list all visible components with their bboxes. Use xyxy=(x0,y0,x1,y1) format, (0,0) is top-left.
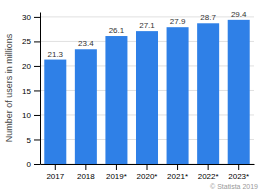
tick: 2020* xyxy=(137,164,158,181)
tick-mark xyxy=(34,66,40,67)
tick: 5 xyxy=(27,136,40,145)
tick-mark xyxy=(34,17,40,18)
bar xyxy=(105,36,127,164)
data-label: 26.1 xyxy=(109,26,125,35)
annotation: © Statista 2019 xyxy=(210,183,258,190)
tick-mark xyxy=(55,164,56,170)
tick: 10 xyxy=(22,111,40,120)
tick-label: 5 xyxy=(27,136,32,145)
y-axis: 0 5 10 15 20 25 30 xyxy=(22,13,40,170)
tick-mark xyxy=(34,115,40,116)
grid xyxy=(40,17,254,164)
tick-mark xyxy=(34,164,40,165)
bar xyxy=(44,60,66,164)
bar xyxy=(75,49,97,164)
tick-label: 2017 xyxy=(46,172,64,181)
tick-mark xyxy=(147,164,148,170)
tick-label: 2020* xyxy=(137,172,158,181)
tick-label: 2018 xyxy=(77,172,95,181)
tick-mark xyxy=(34,90,40,91)
tick-label: 2019* xyxy=(106,172,127,181)
tick: 25 xyxy=(22,37,40,46)
tick-mark xyxy=(116,164,117,170)
data-label: 28.7 xyxy=(200,13,216,22)
bar xyxy=(228,20,250,164)
tick: 30 xyxy=(22,13,40,22)
data-label: 29.4 xyxy=(231,10,247,19)
tick: 2017 xyxy=(46,164,64,181)
tick-label: 15 xyxy=(22,87,31,96)
bar xyxy=(136,31,158,164)
tick-label: 0 xyxy=(27,160,32,169)
data-label: 23.4 xyxy=(78,39,94,48)
tick: 2022* xyxy=(198,164,219,181)
tick: 0 xyxy=(27,160,40,169)
data-label: 27.1 xyxy=(139,21,155,30)
tick-label: 2022* xyxy=(198,172,219,181)
tick-mark xyxy=(208,164,209,170)
bar xyxy=(167,27,189,164)
bars xyxy=(44,20,249,164)
tick-label: 25 xyxy=(22,37,31,46)
plot: 21.3 23.4 26.1 27.1 27.9 28.7 29.4 0 5 10 15 20 25 30… xyxy=(22,10,254,181)
tick-mark xyxy=(238,164,239,170)
bar xyxy=(197,23,219,164)
tick-label: 2021* xyxy=(167,172,188,181)
tick: 20 xyxy=(22,62,40,71)
x-axis: 2017 2018 2019* 2020* 2021* 2022* 2023* xyxy=(41,164,255,181)
tick-label: 2023* xyxy=(228,172,249,181)
tick-label: 20 xyxy=(22,62,31,71)
tick-label: 10 xyxy=(22,111,31,120)
axis-line xyxy=(40,13,41,165)
y-axis-title: Number of users in millions xyxy=(4,33,14,142)
tick-label: 30 xyxy=(22,13,31,22)
tick: 15 xyxy=(22,87,40,96)
tick-mark xyxy=(34,41,40,42)
data-label: 21.3 xyxy=(47,50,63,59)
tick: 2023* xyxy=(228,164,249,181)
tick-mark xyxy=(34,139,40,140)
tick-mark xyxy=(177,164,178,170)
tick-mark xyxy=(85,164,86,170)
data-labels: 21.3 23.4 26.1 27.1 27.9 28.7 29.4 xyxy=(47,10,247,59)
tick: 2019* xyxy=(106,164,127,181)
tick: 2018 xyxy=(77,164,95,181)
data-label: 27.9 xyxy=(170,17,186,26)
grid-line xyxy=(40,16,254,17)
tick: 2021* xyxy=(167,164,188,181)
chart: 21.3 23.4 26.1 27.1 27.9 28.7 29.4 0 5 10 15 20 25 30… xyxy=(0,0,262,192)
